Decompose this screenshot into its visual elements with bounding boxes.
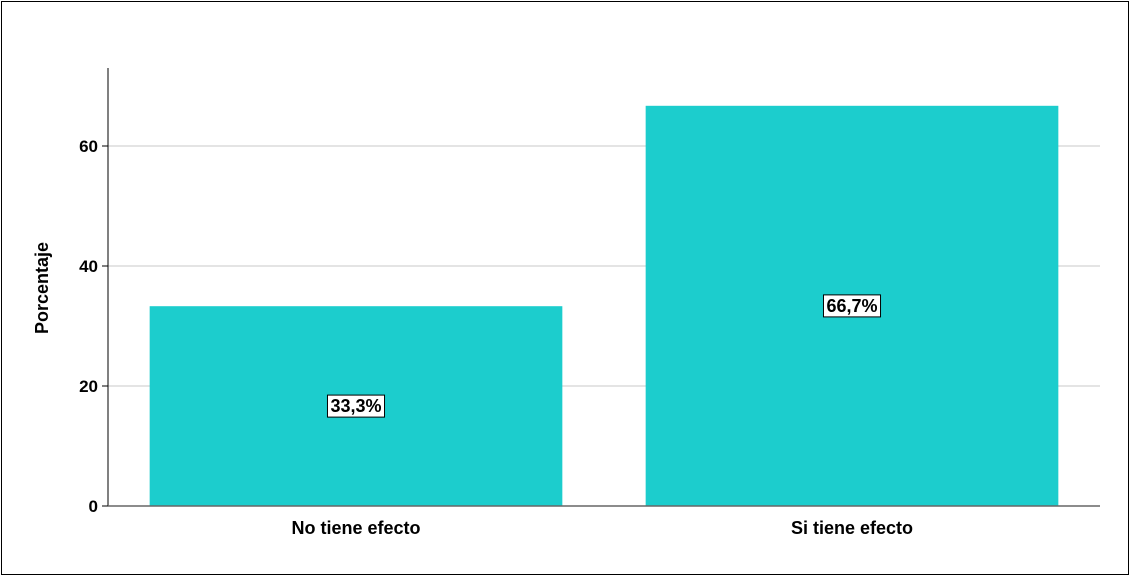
data-label: 33,3%	[326, 394, 386, 418]
data-label: 66,7%	[822, 294, 882, 318]
y-tick-label: 0	[89, 497, 98, 516]
data-label-text: 66,7%	[826, 296, 877, 316]
data-labels: 33,3% 66,7%	[326, 294, 882, 418]
data-label-box	[326, 394, 386, 418]
data-label-box	[822, 294, 882, 318]
y-tick-label: 40	[79, 257, 98, 276]
y-ticks: 0 20 40 60	[79, 137, 108, 516]
x-tick-labels: No tiene efecto Si tiene efecto	[291, 518, 913, 538]
x-tick-label: No tiene efecto	[291, 518, 420, 538]
x-tick-label: Si tiene efecto	[791, 518, 913, 538]
y-tick-label: 20	[79, 377, 98, 396]
data-label-text: 33,3%	[330, 396, 381, 416]
y-tick-label: 60	[79, 137, 98, 156]
y-axis-title: Porcentaje	[32, 242, 52, 334]
bars	[149, 105, 1059, 507]
